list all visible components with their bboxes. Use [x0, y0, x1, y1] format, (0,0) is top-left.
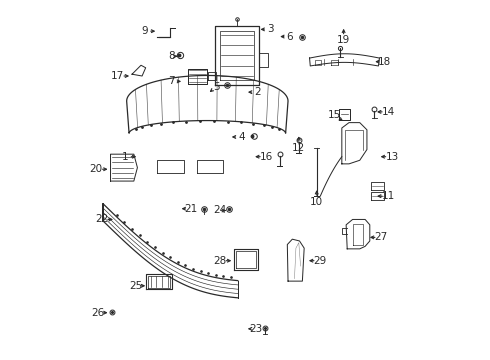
Text: 18: 18	[378, 57, 392, 67]
Text: 2: 2	[254, 87, 261, 97]
Text: 16: 16	[260, 152, 273, 162]
Text: 4: 4	[238, 132, 245, 142]
Text: 28: 28	[213, 256, 226, 266]
Text: 21: 21	[185, 204, 198, 214]
Text: 10: 10	[310, 197, 323, 207]
Text: 29: 29	[314, 256, 327, 266]
Text: 3: 3	[267, 24, 273, 35]
Text: 17: 17	[111, 71, 124, 81]
Text: 15: 15	[328, 111, 341, 121]
Text: 7: 7	[168, 76, 175, 86]
Text: 25: 25	[129, 281, 142, 291]
Text: 19: 19	[337, 35, 350, 45]
Text: 1: 1	[122, 152, 128, 162]
Text: 24: 24	[213, 206, 226, 216]
Text: 20: 20	[90, 164, 103, 174]
Text: 27: 27	[375, 232, 388, 242]
Text: 11: 11	[382, 191, 395, 201]
Text: 5: 5	[213, 82, 220, 92]
Text: 26: 26	[91, 308, 104, 318]
Text: 9: 9	[141, 26, 148, 36]
Text: 13: 13	[386, 152, 399, 162]
Text: 23: 23	[249, 324, 262, 334]
Text: 6: 6	[287, 32, 293, 41]
Text: 22: 22	[95, 215, 108, 224]
Text: 8: 8	[168, 51, 175, 61]
Text: 14: 14	[382, 107, 395, 117]
Text: 12: 12	[292, 143, 305, 153]
